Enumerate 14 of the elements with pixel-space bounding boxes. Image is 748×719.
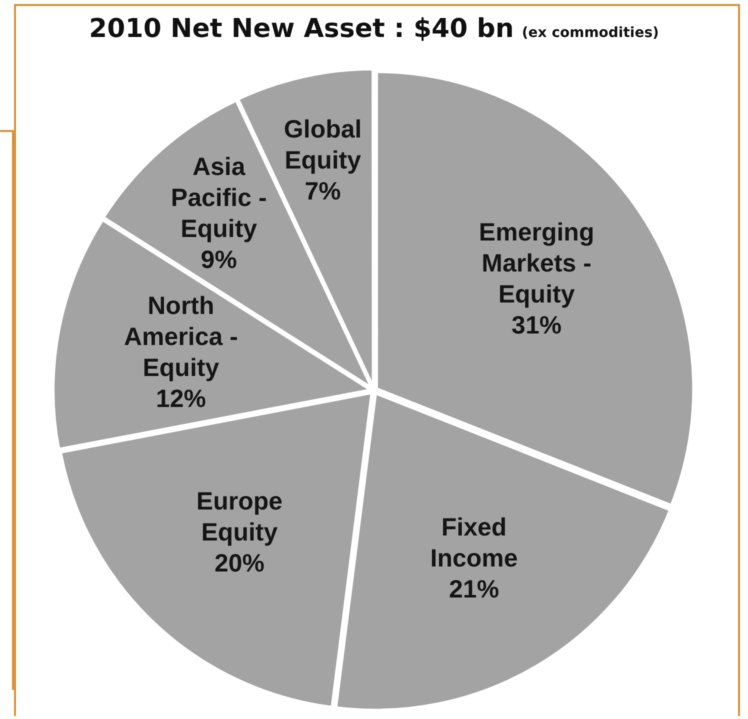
slice-label: Fixed Income: [430, 514, 518, 573]
slice-label: North America - Equity: [124, 292, 238, 382]
data-label: 31%: [512, 311, 562, 340]
data-label: 21%: [449, 576, 500, 604]
slice-label: Asia Pacific - Equity: [170, 152, 267, 243]
slice-label: Emerging Markets - Equity: [478, 218, 594, 308]
chart-subtitle: (ex commodities): [522, 25, 659, 41]
chart-title: 2010 Net New Asset : $40 bn: [89, 14, 514, 44]
data-label: 7%: [304, 177, 341, 206]
data-label: 9%: [200, 246, 237, 274]
slice-label: Global Equity: [284, 115, 362, 174]
slice-label: Europe Equity: [196, 488, 283, 547]
data-label: 20%: [214, 550, 264, 578]
data-label: 12%: [156, 385, 206, 414]
